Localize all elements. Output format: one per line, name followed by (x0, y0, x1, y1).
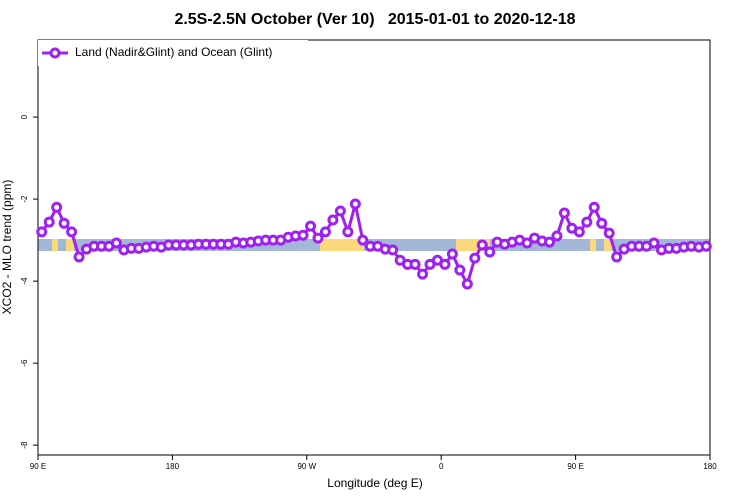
data-point (558, 207, 570, 219)
data-point (342, 226, 354, 238)
data-point (110, 237, 122, 249)
data-point (58, 217, 70, 229)
y-tick-label: -6 (20, 359, 29, 367)
data-point (603, 227, 615, 239)
data-point (305, 220, 317, 232)
x-tick-label: 90 W (297, 462, 316, 471)
data-point (454, 264, 466, 276)
x-axis-label: Longitude (deg E) (327, 476, 422, 490)
legend-box (38, 40, 308, 66)
x-tick-label: 0 (439, 462, 444, 471)
data-point (36, 226, 48, 238)
y-tick-label: -2 (20, 195, 29, 203)
data-point (476, 239, 488, 251)
y-axis-label: XCO2 - MLO trend (ppm) (0, 180, 14, 315)
data-point (573, 226, 585, 238)
legend-label: Land (Nadir&Glint) and Ocean (Glint) (75, 45, 272, 59)
data-point (700, 240, 712, 252)
chart-title: 2.5S-2.5N October (Ver 10) 2015-01-01 to… (174, 11, 575, 28)
data-point (73, 251, 85, 263)
data-point (484, 246, 496, 258)
legend: Land (Nadir&Glint) and Ocean (Glint) (38, 40, 308, 66)
data-point (446, 248, 458, 260)
data-point (543, 236, 555, 248)
data-point (417, 268, 429, 280)
legend-marker (49, 47, 61, 59)
data-point (349, 198, 361, 210)
land-band (590, 239, 596, 251)
data-point (43, 216, 55, 228)
y-tick-label: 0 (20, 114, 29, 119)
data-point (409, 258, 421, 270)
land-band (66, 239, 74, 251)
land-band (604, 239, 612, 251)
data-point (648, 237, 660, 249)
data-point (581, 216, 593, 228)
x-tick-label: 180 (166, 462, 180, 471)
data-point (387, 244, 399, 256)
data-point (551, 230, 563, 242)
x-tick-label: 180 (703, 462, 717, 471)
data-point (297, 229, 309, 241)
data-point (334, 205, 346, 217)
y-tick-label: -4 (20, 277, 29, 285)
data-point (327, 214, 339, 226)
data-point (461, 278, 473, 290)
data-point (596, 217, 608, 229)
data-point (439, 258, 451, 270)
land-band (320, 239, 364, 251)
data-point (66, 226, 78, 238)
data-point (312, 232, 324, 244)
land-band (52, 239, 58, 251)
data-point (469, 252, 481, 264)
data-point (357, 234, 369, 246)
data-point (611, 251, 623, 263)
x-tick-label: 90 E (30, 462, 46, 471)
data-point (588, 201, 600, 213)
data-point (521, 237, 533, 249)
x-tick-label: 90 E (567, 462, 583, 471)
data-point (51, 201, 63, 213)
data-point (319, 226, 331, 238)
y-tick-label: -8 (20, 441, 29, 449)
